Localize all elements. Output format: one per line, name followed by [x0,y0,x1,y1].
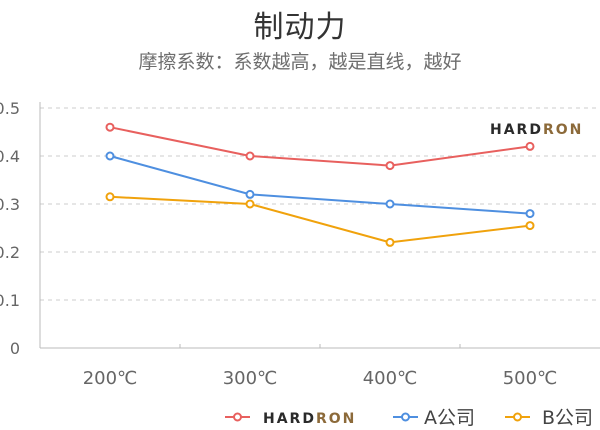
y-axis-ticks: 0 0.1 0.2 0.3 0.4 0.5 [0,99,20,358]
data-point-marker[interactable] [105,192,115,202]
y-tick-label: 0.5 [0,99,20,118]
y-tick-label: 0.4 [0,147,20,166]
data-point-marker[interactable] [525,209,535,219]
data-point-marker[interactable] [245,189,255,199]
legend-brand-dark: HARD [263,411,316,427]
series-line [109,195,531,244]
series-line [109,126,531,167]
data-point-marker[interactable] [105,151,115,161]
legend-item-b-company[interactable]: B公司 [505,407,593,429]
y-tick-label: 0.3 [0,195,20,214]
y-tick-label: 0.2 [0,243,20,262]
hardron-watermark-logo: HARDRON [490,122,583,138]
legend-marker-icon [233,412,242,422]
data-point-marker[interactable] [385,199,395,209]
legend-brand-accent: RON [316,411,356,427]
data-point-marker[interactable] [525,221,535,231]
data-point-marker[interactable] [105,122,115,132]
gridlines [40,107,600,301]
chart-subtitle: 摩擦系数：系数越高，越是直线，越好 [138,51,462,73]
svg-text:HARDRON: HARDRON [263,411,356,427]
legend-label: B公司 [542,407,593,429]
chart-title: 制动力 [253,10,347,45]
legend-marker-icon [513,412,522,422]
x-axis-ticks: 200℃ 300℃ 400℃ 500℃ [83,368,558,389]
svg-text:HARDRON: HARDRON [490,122,583,138]
x-tick-label: 300℃ [223,368,278,389]
data-point-marker[interactable] [525,141,535,151]
x-tick-label: 400℃ [363,368,418,389]
data-point-marker[interactable] [245,199,255,209]
y-tick-label: 0 [10,339,20,358]
data-point-marker[interactable] [385,237,395,247]
legend-item-a-company[interactable]: A公司 [393,407,475,429]
legend-label: A公司 [424,407,475,429]
legend: HARDRON A公司 B公司 [225,407,593,429]
x-tick-label: 200℃ [83,368,138,389]
axes [39,102,600,349]
data-point-marker[interactable] [385,161,395,171]
x-tick-label: 500℃ [503,368,558,389]
y-tick-label: 0.1 [0,291,20,310]
series-lines [105,122,535,247]
series-line [109,155,531,215]
data-point-marker[interactable] [245,151,255,161]
legend-marker-icon [401,412,410,422]
watermark-brand-dark: HARD [490,122,543,138]
legend-item-hardron[interactable]: HARDRON [225,411,356,427]
watermark-brand-accent: RON [543,122,583,138]
